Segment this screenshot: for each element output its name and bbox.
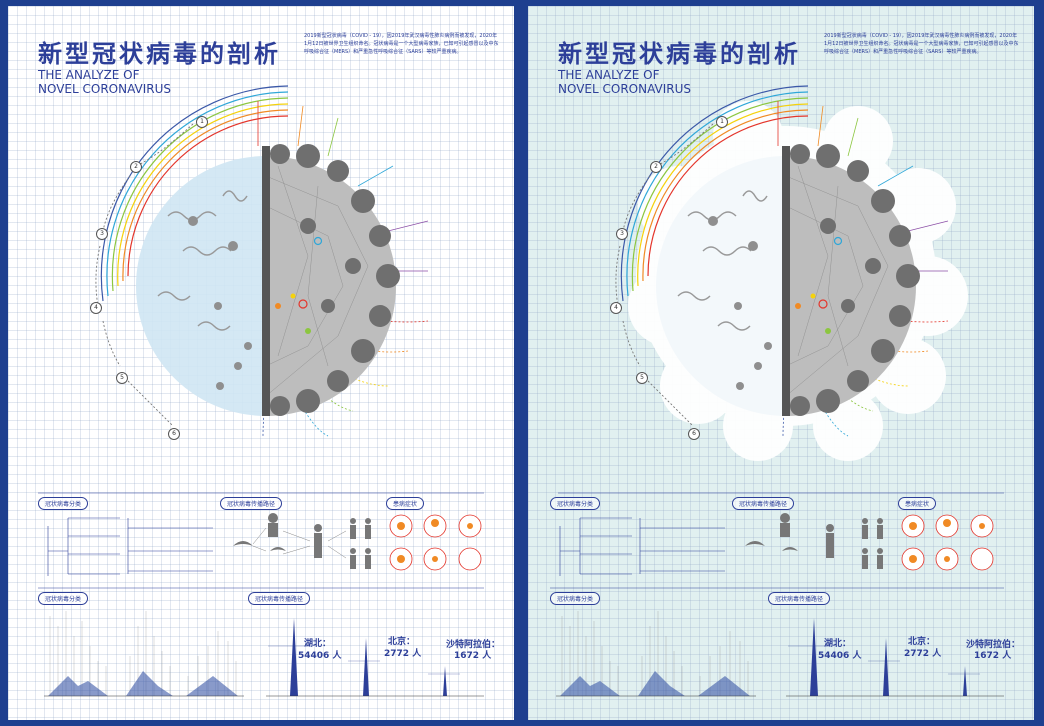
step-number: 4: [610, 302, 622, 314]
step-number: 6: [688, 428, 700, 440]
subtitle-line-2: NOVEL CORONAVIRUS: [558, 82, 692, 96]
classification-tree: [550, 513, 1004, 589]
section-symptoms: 患病症状: [386, 497, 425, 510]
section-symptoms: 患病症状: [898, 497, 937, 510]
stat-hubei-number: 54406: [818, 651, 850, 661]
spread-charts: [556, 611, 1004, 697]
stat-beijing-number: 2772: [904, 649, 930, 659]
section-spread: 冠状病毒传播路径: [248, 592, 311, 605]
stat-saudi-value: 1672 人: [974, 648, 1011, 661]
stat-unit: 人: [482, 651, 492, 661]
stat-beijing-label: 北京：: [388, 637, 416, 647]
virus-illustration: [558, 85, 1004, 494]
step-number: 5: [636, 372, 648, 384]
spread-charts: [44, 611, 484, 697]
stat-hubei-value: 54406 人: [818, 648, 861, 661]
step-number: 6: [168, 428, 180, 440]
stat-unit: 人: [412, 649, 422, 659]
stat-saudi-number: 1672: [454, 651, 480, 661]
rainbow-arcs: [100, 85, 289, 302]
step-number: 3: [96, 228, 108, 240]
stat-unit: 人: [852, 651, 862, 661]
stat-unit: 人: [1002, 651, 1012, 661]
stat-saudi-number: 1672: [974, 651, 1000, 661]
poster-subtitle: THE ANALYZE OF NOVEL CORONAVIRUS: [558, 68, 758, 96]
stat-hubei-number: 54406: [298, 651, 330, 661]
section-classification: 冠状病毒分类: [38, 497, 89, 510]
section-transmission: 冠状病毒传播路径: [220, 497, 283, 510]
step-number: 3: [616, 228, 628, 240]
subtitle-line-1: THE ANALYZE OF: [558, 68, 660, 82]
classification-tree: [38, 513, 484, 589]
section-classification-2: 冠状病毒分类: [550, 592, 601, 605]
poster-left: 新型冠状病毒的剖析 THE ANALYZE OF NOVEL CORONAVIR…: [8, 6, 514, 720]
poster-right: 新型冠状病毒的剖析 THE ANALYZE OF NOVEL CORONAVIR…: [528, 6, 1034, 720]
stat-unit: 人: [332, 651, 342, 661]
poster-subtitle: THE ANALYZE OF NOVEL CORONAVIRUS: [38, 68, 238, 96]
section-classification: 冠状病毒分类: [550, 497, 601, 510]
section-transmission: 冠状病毒传播路径: [732, 497, 795, 510]
intro-text: 2019新型冠状病毒（COVID - 19），因2019年武汉病毒性肺炎病例而被…: [824, 33, 1019, 55]
stat-saudi-label: 沙特阿拉伯：: [966, 640, 1021, 650]
section-spread: 冠状病毒传播路径: [768, 592, 831, 605]
step-number: 1: [716, 116, 728, 128]
step-number: 4: [90, 302, 102, 314]
intro-text: 2019新型冠状病毒（COVID - 19），因2019年武汉病毒性肺炎病例而被…: [304, 33, 499, 55]
stat-beijing-value: 2772 人: [904, 646, 941, 659]
stat-hubei-label: 湖北：: [824, 639, 852, 649]
step-number: 1: [196, 116, 208, 128]
subtitle-line-1: THE ANALYZE OF: [38, 68, 140, 82]
stat-beijing-number: 2772: [384, 649, 410, 659]
subtitle-line-2: NOVEL CORONAVIRUS: [38, 82, 172, 96]
stat-saudi-value: 1672 人: [454, 648, 491, 661]
section-classification-2: 冠状病毒分类: [38, 592, 89, 605]
stat-beijing-value: 2772 人: [384, 646, 421, 659]
stat-saudi-label: 沙特阿拉伯：: [446, 640, 501, 650]
stat-unit: 人: [932, 649, 942, 659]
step-number: 2: [130, 161, 142, 173]
poster-title: 新型冠状病毒的剖析: [558, 40, 801, 68]
step-number: 2: [650, 161, 662, 173]
stat-beijing-label: 北京：: [908, 637, 936, 647]
step-number: 5: [116, 372, 128, 384]
virus-illustration: [38, 85, 484, 494]
poster-title: 新型冠状病毒的剖析: [38, 40, 281, 68]
stat-hubei-label: 湖北：: [304, 639, 332, 649]
stat-hubei-value: 54406 人: [298, 648, 341, 661]
